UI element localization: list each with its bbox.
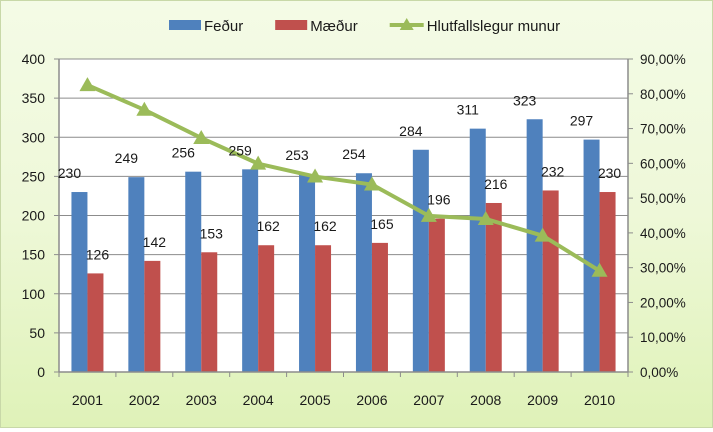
legend-item: Hlutfallslegur munur xyxy=(389,18,560,35)
bar-mothers xyxy=(315,245,332,372)
bars xyxy=(71,119,616,372)
y-left-tick-label: 150 xyxy=(22,247,46,263)
y-right-tick-label: 50,00% xyxy=(640,191,686,206)
legend-item: Mæður xyxy=(275,18,358,35)
bar-data-label: 162 xyxy=(256,218,280,234)
y-left-tick-label: 50 xyxy=(29,325,45,341)
y-left-tick-label: 300 xyxy=(22,129,46,145)
x-tick-label: 2008 xyxy=(470,392,501,408)
bar-fathers xyxy=(185,171,202,372)
y-left-tick-label: 0 xyxy=(37,364,45,380)
y-left-tick-label: 350 xyxy=(22,90,46,106)
triangle-marker xyxy=(591,262,608,277)
axes: 0 50 100 150 200 250 300 350 400 0,00% 10,00% 20,00… xyxy=(22,51,686,408)
y-left-tick-label: 250 xyxy=(22,168,46,184)
x-tick-label: 2006 xyxy=(356,392,387,408)
triangle-marker xyxy=(477,210,494,225)
legend-label: Hlutfallslegur munur xyxy=(427,18,560,35)
bar-mothers xyxy=(485,202,502,372)
x-tick-label: 2001 xyxy=(72,392,103,408)
triangle-marker xyxy=(534,227,551,242)
y-right-tick-label: 70,00% xyxy=(640,122,686,137)
y-right-tick-label: 90,00% xyxy=(640,52,686,67)
bar-data-label: 254 xyxy=(342,146,366,162)
y-right-tick-label: 30,00% xyxy=(640,261,686,276)
x-tick-label: 2009 xyxy=(527,392,558,408)
x-tick-label: 2003 xyxy=(186,392,217,408)
triangle-marker xyxy=(307,168,324,183)
bar-fathers xyxy=(583,139,600,372)
x-tick-label: 2007 xyxy=(413,392,444,408)
bar-mothers xyxy=(542,190,559,372)
y-right-tick-label: 20,00% xyxy=(640,295,686,310)
legend-item: Feður xyxy=(169,18,243,35)
x-tick-label: 2010 xyxy=(584,392,615,408)
bar-mothers xyxy=(201,252,218,372)
bar-mothers xyxy=(258,245,275,372)
bar-data-label: 230 xyxy=(58,165,82,181)
y-left-tick-label: 400 xyxy=(22,51,46,67)
bar-data-label: 249 xyxy=(115,150,139,166)
bar-data-label: 259 xyxy=(228,142,252,158)
legend-swatch xyxy=(275,20,308,30)
y-right-tick-label: 40,00% xyxy=(640,226,686,241)
y-right-tick-label: 80,00% xyxy=(640,87,686,102)
bar-fathers xyxy=(469,128,486,372)
bar-data-label: 216 xyxy=(484,176,508,192)
triangle-marker xyxy=(363,176,380,191)
bar-data-label: 230 xyxy=(598,165,622,181)
data-labels: 230 126 249 142 256 153 259 162 253 162 254 165 284 1… xyxy=(58,92,622,262)
legend: Feður Mæður Hlutfallslegur munur xyxy=(169,18,560,35)
bar-mothers xyxy=(87,273,104,372)
bar-fathers xyxy=(242,169,259,372)
bar-fathers xyxy=(71,192,88,372)
x-tick-label: 2002 xyxy=(129,392,160,408)
y-left-tick-label: 100 xyxy=(22,286,46,302)
bar-fathers xyxy=(299,174,316,372)
triangle-marker xyxy=(136,101,153,116)
bar-data-label: 165 xyxy=(370,216,394,232)
bar-fathers xyxy=(526,119,543,372)
bar-fathers xyxy=(412,149,429,372)
bar-data-label: 253 xyxy=(285,147,309,163)
y-right-tick-label: 10,00% xyxy=(640,330,686,345)
bar-fathers xyxy=(128,177,145,372)
bar-data-label: 297 xyxy=(570,113,594,129)
bar-data-label: 256 xyxy=(172,145,196,161)
bar-mothers xyxy=(371,242,388,372)
legend-label: Mæður xyxy=(310,18,358,35)
bar-data-label: 142 xyxy=(143,234,167,250)
bar-data-label: 323 xyxy=(513,92,537,108)
y-right-tick-label: 60,00% xyxy=(640,156,686,171)
y-left-tick-label: 200 xyxy=(22,208,46,224)
triangle-marker xyxy=(193,129,210,144)
triangle-marker xyxy=(79,77,96,92)
bar-data-label: 232 xyxy=(541,163,565,179)
triangle-marker xyxy=(250,155,267,170)
y-right-tick-label: 0,00% xyxy=(640,365,678,380)
bar-mothers xyxy=(599,192,616,372)
x-tick-label: 2004 xyxy=(243,392,274,408)
bar-data-label: 311 xyxy=(457,102,480,118)
x-tick-label: 2005 xyxy=(299,392,330,408)
bar-data-label: 284 xyxy=(399,123,423,139)
bar-data-label: 126 xyxy=(86,246,110,262)
bar-mothers xyxy=(144,260,161,372)
bar-data-label: 162 xyxy=(313,218,337,234)
bar-data-label: 153 xyxy=(200,225,224,241)
legend-swatch xyxy=(169,20,201,30)
bar-mothers xyxy=(428,218,445,372)
legend-label: Feður xyxy=(204,18,243,35)
line-series xyxy=(79,77,608,277)
bar-data-label: 196 xyxy=(427,192,451,208)
line-hlutfallslegur-munur xyxy=(86,83,601,273)
bar-fathers xyxy=(355,173,372,372)
triangle-marker xyxy=(420,207,437,222)
